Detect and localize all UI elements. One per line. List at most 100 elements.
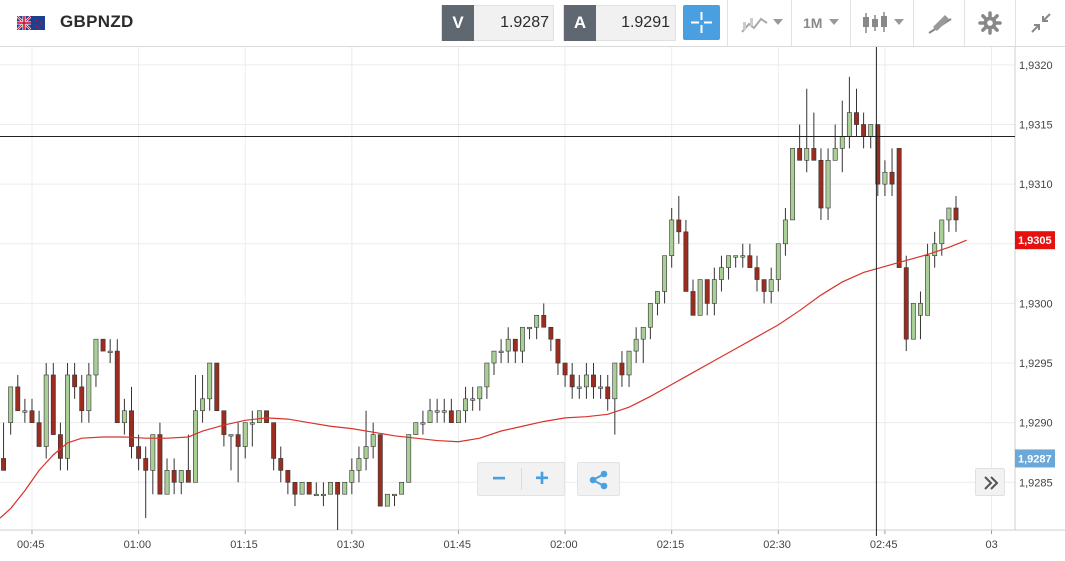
candle-up[interactable] <box>349 470 355 483</box>
candle-up[interactable] <box>534 315 540 328</box>
candle-up[interactable] <box>356 458 362 471</box>
candle-down[interactable] <box>797 148 803 161</box>
candle-up[interactable] <box>441 410 447 413</box>
candle-down[interactable] <box>79 386 85 412</box>
candle-up[interactable] <box>456 410 461 423</box>
candle-up[interactable] <box>846 112 852 137</box>
candle-down[interactable] <box>548 326 554 340</box>
candle-up[interactable] <box>505 338 511 352</box>
candle-up[interactable] <box>740 255 746 258</box>
candle-up[interactable] <box>839 136 845 149</box>
candle-up[interactable] <box>93 338 99 376</box>
candle-up[interactable] <box>719 267 724 280</box>
candle-up[interactable] <box>612 362 618 400</box>
candle-up[interactable] <box>164 470 170 495</box>
candle-up[interactable] <box>498 350 504 353</box>
candle-up[interactable] <box>313 493 319 497</box>
candle-down[interactable] <box>36 422 42 447</box>
candle-down[interactable] <box>683 231 689 292</box>
candle-up[interactable] <box>22 410 28 413</box>
candle-down[interactable] <box>264 410 269 423</box>
candle-up[interactable] <box>193 410 198 483</box>
share-button[interactable] <box>577 462 620 496</box>
candle-up[interactable] <box>697 279 703 316</box>
candle-up[interactable] <box>413 422 419 435</box>
candle-up[interactable] <box>320 493 326 497</box>
candle-up[interactable] <box>363 446 369 459</box>
candle-up[interactable] <box>434 410 440 413</box>
candle-down[interactable] <box>278 458 284 471</box>
candle-up[interactable] <box>662 255 668 292</box>
candle-up[interactable] <box>257 410 262 423</box>
candle-up[interactable] <box>598 386 604 389</box>
candle-up[interactable] <box>242 422 248 447</box>
candle-down[interactable] <box>136 446 142 459</box>
candle-up[interactable] <box>655 291 660 304</box>
candle-up[interactable] <box>832 148 838 161</box>
candle-down[interactable] <box>811 148 817 161</box>
candle-up[interactable] <box>527 326 532 330</box>
settings-button[interactable] <box>965 0 1015 46</box>
candle-up[interactable] <box>370 434 376 447</box>
candle-down[interactable] <box>541 315 547 328</box>
candlestick-chart[interactable]: 1,9285 1,9290 1,9295 1,9300 1,9305 1,9310 1,93… <box>0 47 1065 561</box>
candle-up[interactable] <box>910 303 916 340</box>
candle-up[interactable] <box>669 219 675 257</box>
candle-down[interactable] <box>271 422 277 459</box>
candle-down[interactable] <box>306 481 312 495</box>
candle-down[interactable] <box>704 279 710 304</box>
candle-down[interactable] <box>171 470 177 483</box>
candle-down[interactable] <box>818 159 824 209</box>
candle-down[interactable] <box>512 338 518 352</box>
candle-down[interactable] <box>50 374 56 435</box>
candle-up[interactable] <box>825 159 831 209</box>
timeframe-button[interactable]: 1M <box>792 0 850 46</box>
candle-down[interactable] <box>569 374 575 388</box>
candle-down[interactable] <box>185 470 191 483</box>
candle-down[interactable] <box>555 338 561 364</box>
candle-up[interactable] <box>918 303 923 316</box>
candle-up[interactable] <box>932 243 938 257</box>
candle-up[interactable] <box>946 207 952 221</box>
candle-down[interactable] <box>448 410 454 423</box>
scroll-right-button[interactable] <box>975 468 1005 496</box>
candle-down[interactable] <box>861 124 867 137</box>
collapse-button[interactable] <box>1016 0 1065 46</box>
candle-up[interactable] <box>733 255 739 258</box>
zoom-in-icon[interactable]: + <box>535 465 550 492</box>
candle-style-button[interactable] <box>851 0 913 46</box>
candle-down[interactable] <box>143 458 149 471</box>
candle-up[interactable] <box>150 434 156 471</box>
candle-up[interactable] <box>228 434 234 437</box>
candle-down[interactable] <box>221 410 227 435</box>
candle-up[interactable] <box>8 386 14 423</box>
candle-down[interactable] <box>57 434 63 459</box>
zoom-out-icon[interactable]: − <box>492 465 507 492</box>
candle-up[interactable] <box>43 374 49 447</box>
candle-down[interactable] <box>157 434 163 495</box>
candle-down[interactable] <box>100 338 106 352</box>
candle-down[interactable] <box>235 434 241 447</box>
candle-down[interactable] <box>889 171 895 185</box>
candle-down[interactable] <box>15 386 21 412</box>
candle-up[interactable] <box>427 410 433 423</box>
candle-up[interactable] <box>178 470 184 483</box>
candle-up[interactable] <box>576 386 582 389</box>
candle-down[interactable] <box>619 362 625 376</box>
candle-down[interactable] <box>605 386 611 400</box>
candle-up[interactable] <box>207 362 213 400</box>
candle-up[interactable] <box>726 255 731 268</box>
candle-up[interactable] <box>200 398 206 412</box>
candle-down[interactable] <box>562 362 568 376</box>
candle-up[interactable] <box>640 326 646 340</box>
candle-up[interactable] <box>342 481 348 495</box>
candle-down[interactable] <box>754 267 760 280</box>
candle-up[interactable] <box>868 124 874 137</box>
candle-down[interactable] <box>875 124 881 185</box>
candle-down[interactable] <box>129 410 134 447</box>
crosshair-button[interactable] <box>683 5 720 40</box>
candle-down[interactable] <box>292 481 298 495</box>
candle-up[interactable] <box>583 374 589 388</box>
candle-up[interactable] <box>939 219 945 245</box>
drawing-tools-button[interactable] <box>914 0 964 46</box>
